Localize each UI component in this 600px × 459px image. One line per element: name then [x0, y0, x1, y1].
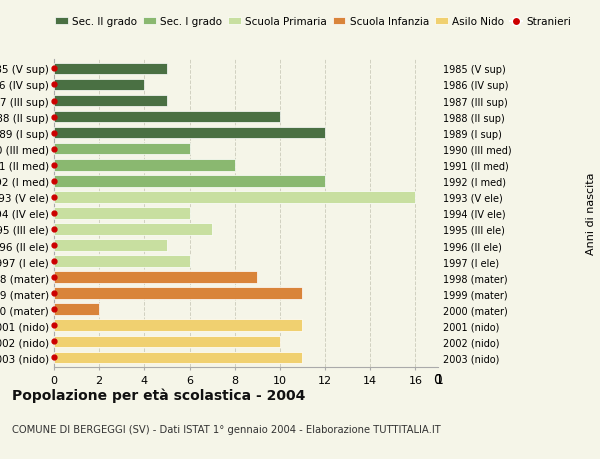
Bar [54, 336, 280, 347]
Bar [54, 160, 235, 171]
Legend: Sec. II grado, Sec. I grado, Scuola Primaria, Scuola Infanzia, Asilo Nido, Stran: Sec. II grado, Sec. I grado, Scuola Prim… [55, 17, 571, 27]
Bar [54, 128, 325, 139]
Bar [54, 63, 167, 75]
Bar [54, 144, 190, 155]
Bar [54, 224, 212, 235]
Text: Anni di nascita: Anni di nascita [586, 172, 596, 255]
Bar [54, 256, 190, 267]
Bar [54, 240, 167, 251]
Text: COMUNE DI BERGEGGI (SV) - Dati ISTAT 1° gennaio 2004 - Elaborazione TUTTITALIA.I: COMUNE DI BERGEGGI (SV) - Dati ISTAT 1° … [12, 425, 441, 435]
Bar [54, 304, 99, 315]
Bar [54, 352, 302, 364]
Bar [54, 320, 302, 331]
Bar [54, 95, 167, 107]
Bar [54, 79, 145, 91]
Bar [54, 112, 280, 123]
Text: Popolazione per età scolastica - 2004: Popolazione per età scolastica - 2004 [12, 388, 305, 403]
Bar [54, 207, 190, 219]
Bar [54, 272, 257, 283]
Bar [54, 176, 325, 187]
Bar [54, 288, 302, 299]
Bar [54, 192, 415, 203]
